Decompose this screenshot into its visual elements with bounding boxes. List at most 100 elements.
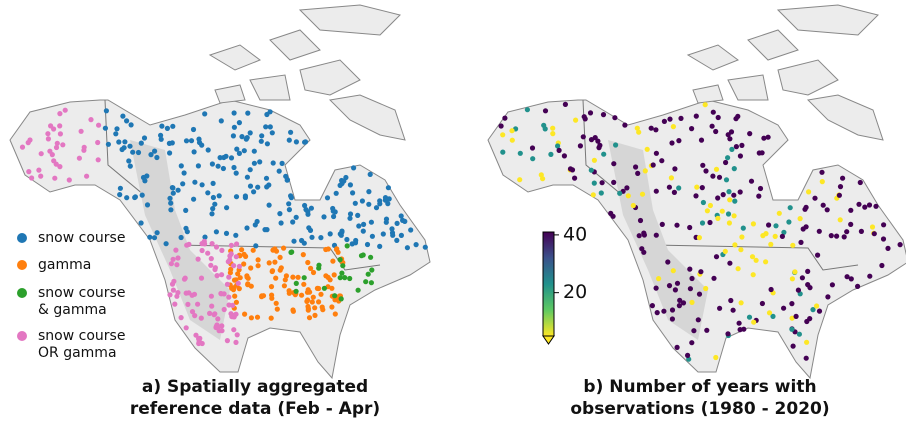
island bbox=[777, 59, 839, 96]
station-dot bbox=[873, 203, 879, 209]
station-dot bbox=[230, 133, 236, 139]
station-dot bbox=[540, 176, 546, 182]
station-dot bbox=[738, 300, 744, 306]
station-dot bbox=[693, 193, 699, 199]
station-dot bbox=[404, 245, 410, 251]
station-dot bbox=[293, 280, 299, 286]
station-dot bbox=[234, 332, 240, 338]
station-dot bbox=[731, 213, 737, 219]
station-dot bbox=[693, 113, 699, 119]
station-dot bbox=[158, 132, 164, 138]
station-dot bbox=[233, 194, 240, 200]
station-dot bbox=[188, 138, 195, 144]
island bbox=[747, 29, 799, 61]
station-dot bbox=[624, 185, 630, 191]
station-dot bbox=[76, 155, 82, 161]
station-dot bbox=[596, 145, 602, 151]
station-dot bbox=[330, 208, 336, 214]
station-dot bbox=[181, 170, 187, 176]
station-dot bbox=[103, 108, 109, 114]
station-dot bbox=[798, 239, 804, 245]
station-dot bbox=[803, 355, 809, 361]
station-dot bbox=[880, 236, 887, 242]
island bbox=[208, 44, 262, 71]
station-dot bbox=[209, 161, 215, 167]
station-dot bbox=[95, 157, 101, 163]
station-dot bbox=[152, 148, 158, 154]
station-dot bbox=[649, 303, 655, 309]
station-dot bbox=[670, 124, 676, 130]
station-dot bbox=[198, 275, 205, 281]
station-dot bbox=[312, 312, 318, 318]
station-dot bbox=[674, 280, 681, 286]
station-dot bbox=[587, 110, 594, 116]
station-dot bbox=[173, 247, 179, 253]
station-dot bbox=[639, 191, 646, 197]
station-dot bbox=[695, 317, 701, 323]
station-dot bbox=[689, 299, 695, 305]
station-dot bbox=[529, 145, 536, 151]
station-dot bbox=[556, 147, 562, 153]
station-dot bbox=[807, 285, 813, 291]
station-dot bbox=[269, 295, 275, 301]
station-dot bbox=[364, 241, 371, 248]
station-dot bbox=[674, 344, 680, 350]
station-dot bbox=[696, 291, 703, 297]
station-dot bbox=[218, 118, 224, 124]
station-dot bbox=[653, 232, 659, 238]
colorbar-tick-label: 40 bbox=[563, 223, 587, 245]
station-dot bbox=[231, 164, 237, 171]
station-dot bbox=[389, 226, 395, 232]
legend-label: snow course bbox=[38, 285, 125, 301]
station-dot bbox=[562, 101, 568, 107]
station-dot bbox=[26, 169, 32, 175]
station-dot bbox=[408, 227, 414, 233]
station-dot bbox=[804, 339, 810, 345]
station-dot bbox=[310, 294, 316, 300]
station-dot bbox=[641, 232, 647, 238]
station-dot bbox=[291, 238, 297, 244]
island bbox=[299, 59, 361, 96]
station-dot bbox=[722, 248, 728, 254]
station-dot bbox=[332, 293, 338, 299]
station-dot bbox=[737, 327, 743, 333]
station-dot bbox=[797, 216, 803, 222]
station-dot bbox=[84, 173, 90, 179]
station-dot bbox=[776, 210, 782, 216]
station-dot bbox=[227, 253, 233, 259]
station-dot bbox=[725, 155, 731, 161]
station-dot bbox=[738, 247, 744, 253]
station-dot bbox=[286, 288, 292, 294]
station-dot bbox=[300, 252, 306, 258]
island bbox=[806, 94, 884, 141]
station-dot bbox=[268, 315, 274, 321]
station-dot bbox=[218, 291, 224, 297]
station-dot bbox=[653, 188, 659, 194]
station-dot bbox=[167, 150, 173, 156]
station-dot bbox=[305, 303, 311, 310]
station-dot bbox=[699, 185, 705, 191]
station-dot bbox=[239, 134, 245, 140]
legend-marker bbox=[17, 260, 27, 270]
station-dot bbox=[254, 314, 261, 320]
station-dot bbox=[680, 300, 687, 306]
station-dot bbox=[400, 217, 406, 223]
station-dot bbox=[205, 147, 211, 153]
station-dot bbox=[840, 175, 846, 181]
station-dot bbox=[231, 327, 237, 333]
station-dot bbox=[715, 215, 721, 221]
station-dot bbox=[132, 194, 138, 201]
station-dot bbox=[642, 168, 648, 174]
station-dot bbox=[598, 190, 604, 196]
station-dot bbox=[139, 192, 145, 198]
station-dot bbox=[114, 126, 120, 132]
station-dot bbox=[283, 173, 289, 179]
station-dot bbox=[276, 168, 282, 174]
station-dot bbox=[707, 219, 713, 226]
station-dot bbox=[710, 173, 716, 179]
station-dot bbox=[665, 259, 671, 265]
station-dot bbox=[633, 164, 639, 170]
station-dot bbox=[338, 232, 344, 238]
station-dot bbox=[304, 298, 310, 304]
